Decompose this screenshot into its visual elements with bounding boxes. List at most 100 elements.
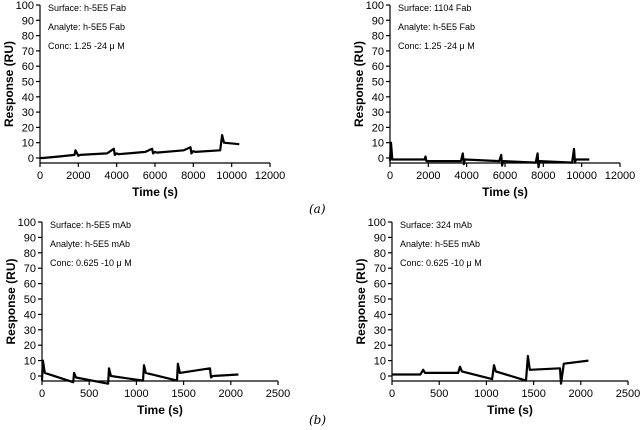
annotation-text: Surface: h-5E5 mAb	[50, 220, 131, 230]
y-tick-label: 10	[372, 138, 384, 150]
x-tick-label: 0	[37, 170, 43, 182]
y-tick-label: 70	[22, 46, 34, 58]
y-tick-label: 10	[24, 356, 36, 368]
y-tick-label: 80	[374, 248, 386, 260]
y-tick-label: 20	[24, 340, 36, 352]
annotation-text: Conc: 0.625 -10 μ M	[400, 258, 482, 268]
y-tick-label: 0	[380, 371, 386, 383]
y-tick-label: 50	[22, 77, 34, 89]
y-axis-label: Response (RU)	[4, 258, 18, 344]
sensorgram-trace	[40, 359, 239, 385]
x-tick-label: 1500	[171, 388, 195, 400]
x-tick-label: 6000	[493, 170, 517, 182]
panel-label-b: (b)	[309, 413, 326, 427]
x-tick-label: 2500	[616, 388, 640, 400]
x-tick-label: 8000	[181, 170, 205, 182]
y-tick-label: 60	[22, 61, 34, 73]
y-tick-label: 100	[16, 0, 34, 12]
y-tick-label: 100	[368, 217, 386, 229]
x-tick-label: 1000	[124, 388, 148, 400]
x-tick-label: 1500	[521, 388, 545, 400]
x-axis-label: Time (s)	[482, 185, 528, 199]
chart-panel: 0 10 20 30 40 50 60 70 80 90 100 0 2000 4000 6000 8000 1…	[352, 0, 635, 199]
x-tick-label: 10000	[216, 170, 247, 182]
y-tick-label: 40	[22, 92, 34, 104]
x-axis-label: Time (s)	[487, 403, 533, 417]
y-axis-label: Response (RU)	[354, 258, 368, 344]
annotation-text: Surface: 1104 Fab	[398, 3, 471, 13]
x-axis-label: Time (s)	[132, 185, 178, 199]
annotation-text: Analyte: h-5E5 mAb	[400, 239, 480, 249]
annotation-text: Analyte: h-5E5 Fab	[48, 22, 125, 32]
y-tick-label: 50	[374, 294, 386, 306]
annotation-text: Surface: h-5E5 Fab	[48, 3, 126, 13]
y-tick-label: 30	[24, 325, 36, 337]
y-tick-label: 30	[374, 325, 386, 337]
y-tick-label: 0	[28, 153, 34, 165]
y-axis-label: Response (RU)	[352, 41, 366, 127]
annotation-text: Analyte: h-5E5 Fab	[398, 22, 475, 32]
x-tick-label: 0	[387, 170, 393, 182]
x-tick-label: 2500	[266, 388, 290, 400]
annotation-text: Surface: 324 mAb	[400, 220, 472, 230]
x-tick-label: 12000	[255, 170, 286, 182]
x-tick-label: 8000	[531, 170, 555, 182]
annotation-text: Conc: 0.625 -10 μ M	[50, 258, 132, 268]
y-tick-label: 20	[372, 122, 384, 134]
x-tick-label: 10000	[566, 170, 597, 182]
y-tick-label: 10	[22, 138, 34, 150]
sensorgram-trace	[388, 141, 590, 169]
annotation-text: Conc: 1.25 -24 μ M	[398, 41, 475, 51]
x-tick-label: 500	[80, 388, 98, 400]
x-tick-label: 4000	[104, 170, 128, 182]
y-axis-label: Response (RU)	[2, 41, 16, 127]
y-tick-label: 60	[372, 61, 384, 73]
y-tick-label: 10	[374, 356, 386, 368]
y-tick-label: 50	[372, 77, 384, 89]
y-tick-label: 80	[372, 31, 384, 43]
annotation-text: Conc: 1.25 -24 μ M	[48, 41, 125, 51]
x-tick-label: 0	[389, 388, 395, 400]
sensorgram-trace	[40, 134, 240, 160]
x-tick-label: 1000	[474, 388, 498, 400]
y-tick-label: 30	[372, 107, 384, 119]
sensorgram-trace	[392, 354, 589, 385]
y-tick-label: 20	[374, 340, 386, 352]
y-tick-label: 70	[374, 263, 386, 275]
y-tick-label: 40	[24, 309, 36, 321]
x-tick-label: 6000	[143, 170, 167, 182]
y-tick-label: 90	[374, 232, 386, 244]
x-axis-label: Time (s)	[137, 403, 183, 417]
y-tick-label: 90	[22, 15, 34, 27]
x-tick-label: 2000	[416, 170, 440, 182]
y-tick-label: 30	[22, 107, 34, 119]
y-tick-label: 80	[22, 31, 34, 43]
y-tick-label: 90	[372, 15, 384, 27]
y-tick-label: 100	[366, 0, 384, 12]
y-tick-label: 20	[22, 122, 34, 134]
y-tick-label: 70	[372, 46, 384, 58]
y-tick-label: 40	[374, 309, 386, 321]
panel-label-a: (a)	[309, 202, 326, 216]
x-tick-label: 4000	[454, 170, 478, 182]
x-tick-label: 2000	[66, 170, 90, 182]
y-tick-label: 50	[24, 294, 36, 306]
chart-panel: 0 10 20 30 40 50 60 70 80 90 100 0 2000 4000 6000 8000 1…	[2, 0, 285, 199]
y-tick-label: 60	[24, 279, 36, 291]
y-tick-label: 40	[372, 92, 384, 104]
annotation-text: Analyte: h-5E5 mAb	[50, 239, 130, 249]
y-tick-label: 90	[24, 232, 36, 244]
y-tick-label: 100	[18, 217, 36, 229]
x-tick-label: 500	[430, 388, 448, 400]
y-tick-label: 70	[24, 263, 36, 275]
x-tick-label: 0	[39, 388, 45, 400]
x-tick-label: 12000	[605, 170, 636, 182]
y-tick-label: 60	[374, 279, 386, 291]
x-tick-label: 2000	[219, 388, 243, 400]
y-tick-label: 80	[24, 248, 36, 260]
y-tick-label: 0	[378, 153, 384, 165]
x-tick-label: 2000	[569, 388, 593, 400]
